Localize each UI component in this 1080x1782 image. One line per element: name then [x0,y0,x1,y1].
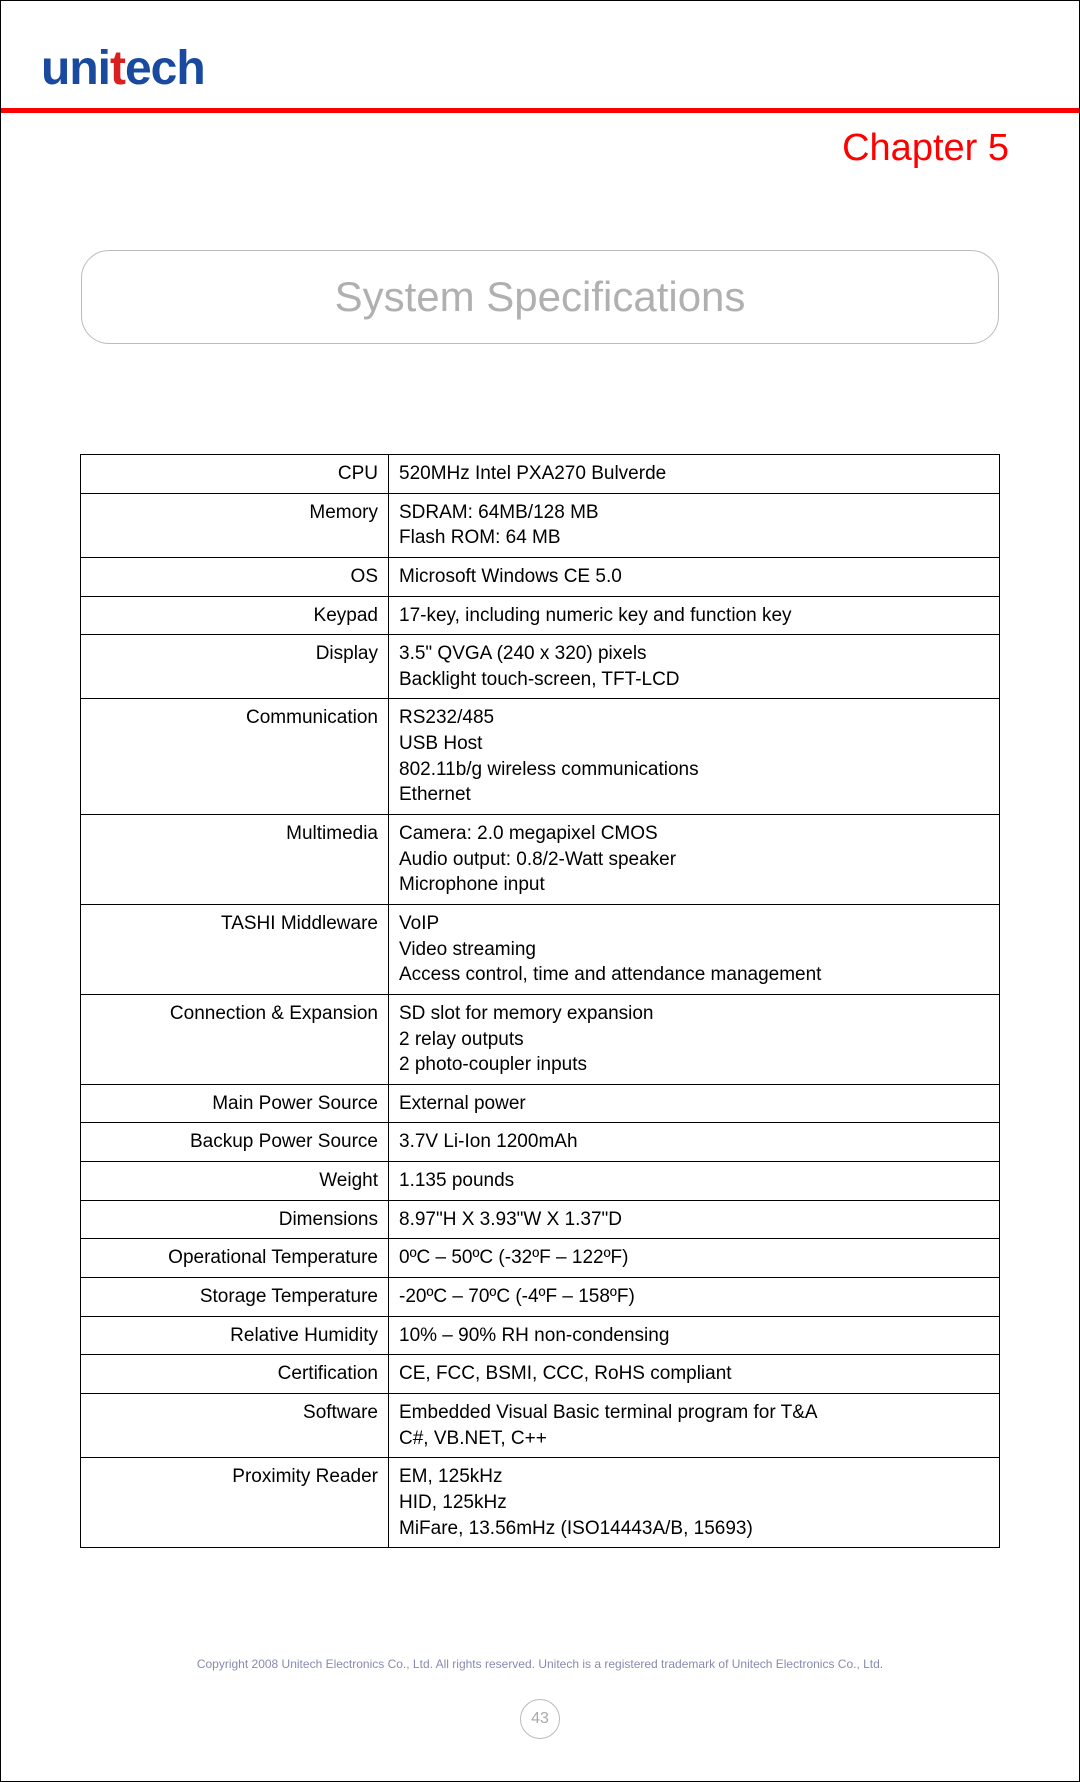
specifications-table: CPU520MHz Intel PXA270 BulverdeMemorySDR… [80,454,1000,1548]
table-row: TASHI MiddlewareVoIP Video streaming Acc… [81,904,1000,994]
table-row: OSMicrosoft Windows CE 5.0 [81,557,1000,596]
spec-value: 10% – 90% RH non-condensing [389,1316,1000,1355]
spec-label: Relative Humidity [81,1316,389,1355]
spec-label: CPU [81,455,389,494]
spec-value: RS232/485 USB Host 802.11b/g wireless co… [389,699,1000,815]
spec-value: SD slot for memory expansion 2 relay out… [389,994,1000,1084]
spec-value: Embedded Visual Basic terminal program f… [389,1393,1000,1457]
spec-value: 520MHz Intel PXA270 Bulverde [389,455,1000,494]
document-page: unitech Chapter 5 System Specifications … [1,1,1079,1548]
spec-label: Weight [81,1162,389,1201]
table-row: CommunicationRS232/485 USB Host 802.11b/… [81,699,1000,815]
table-row: Connection & ExpansionSD slot for memory… [81,994,1000,1084]
spec-label: Multimedia [81,815,389,905]
table-row: MultimediaCamera: 2.0 megapixel CMOS Aud… [81,815,1000,905]
table-row: MemorySDRAM: 64MB/128 MB Flash ROM: 64 M… [81,493,1000,557]
spec-value: 17-key, including numeric key and functi… [389,596,1000,635]
spec-label: Storage Temperature [81,1278,389,1317]
table-row: CertificationCE, FCC, BSMI, CCC, RoHS co… [81,1355,1000,1394]
spec-label: Main Power Source [81,1084,389,1123]
table-row: Proximity ReaderEM, 125kHz HID, 125kHz M… [81,1458,1000,1548]
spec-label: TASHI Middleware [81,904,389,994]
table-row: Storage Temperature-20ºC – 70ºC (-4ºF – … [81,1278,1000,1317]
spec-label: Proximity Reader [81,1458,389,1548]
table-row: CPU520MHz Intel PXA270 Bulverde [81,455,1000,494]
spec-label: Software [81,1393,389,1457]
copyright-text: Copyright 2008 Unitech Electronics Co., … [1,1657,1079,1671]
spec-label: Certification [81,1355,389,1394]
spec-label: Dimensions [81,1200,389,1239]
section-heading-box: System Specifications [81,250,999,344]
spec-value: -20ºC – 70ºC (-4ºF – 158ºF) [389,1278,1000,1317]
spec-label: Connection & Expansion [81,994,389,1084]
page-number-container: 43 [1,1699,1079,1739]
table-row: Backup Power Source 3.7V Li-Ion 1200mAh [81,1123,1000,1162]
spec-label: OS [81,557,389,596]
spec-value: 8.97"H X 3.93"W X 1.37"D [389,1200,1000,1239]
spec-label: Memory [81,493,389,557]
spec-label: Display [81,635,389,699]
spec-value: 0ºC – 50ºC (-32ºF – 122ºF) [389,1239,1000,1278]
table-row: Display3.5" QVGA (240 x 320) pixels Back… [81,635,1000,699]
spec-value: VoIP Video streaming Access control, tim… [389,904,1000,994]
logo-part-blue-2: ech [125,42,205,95]
spec-value: 3.5" QVGA (240 x 320) pixels Backlight t… [389,635,1000,699]
section-heading: System Specifications [82,273,998,321]
spec-label: Keypad [81,596,389,635]
spec-value: External power [389,1084,1000,1123]
table-row: Weight1.135 pounds [81,1162,1000,1201]
table-row: Keypad17-key, including numeric key and … [81,596,1000,635]
table-row: Relative Humidity10% – 90% RH non-conden… [81,1316,1000,1355]
spec-label: Communication [81,699,389,815]
spec-value: 3.7V Li-Ion 1200mAh [389,1123,1000,1162]
spec-value: CE, FCC, BSMI, CCC, RoHS compliant [389,1355,1000,1394]
spec-value: Camera: 2.0 megapixel CMOS Audio output:… [389,815,1000,905]
page-number: 43 [520,1699,560,1739]
spec-value: 1.135 pounds [389,1162,1000,1201]
table-row: Operational Temperature0ºC – 50ºC (-32ºF… [81,1239,1000,1278]
chapter-title: Chapter 5 [41,127,1009,170]
logo-part-blue-1: uni [41,42,110,95]
spec-value: Microsoft Windows CE 5.0 [389,557,1000,596]
spec-value: SDRAM: 64MB/128 MB Flash ROM: 64 MB [389,493,1000,557]
brand-logo: unitech [41,41,1039,96]
table-row: SoftwareEmbedded Visual Basic terminal p… [81,1393,1000,1457]
spec-value: EM, 125kHz HID, 125kHz MiFare, 13.56mHz … [389,1458,1000,1548]
spec-label: Backup Power Source [81,1123,389,1162]
logo-part-red: t [110,42,125,95]
table-row: Dimensions8.97"H X 3.93"W X 1.37"D [81,1200,1000,1239]
spec-label: Operational Temperature [81,1239,389,1278]
table-row: Main Power SourceExternal power [81,1084,1000,1123]
header-divider [1,108,1079,113]
